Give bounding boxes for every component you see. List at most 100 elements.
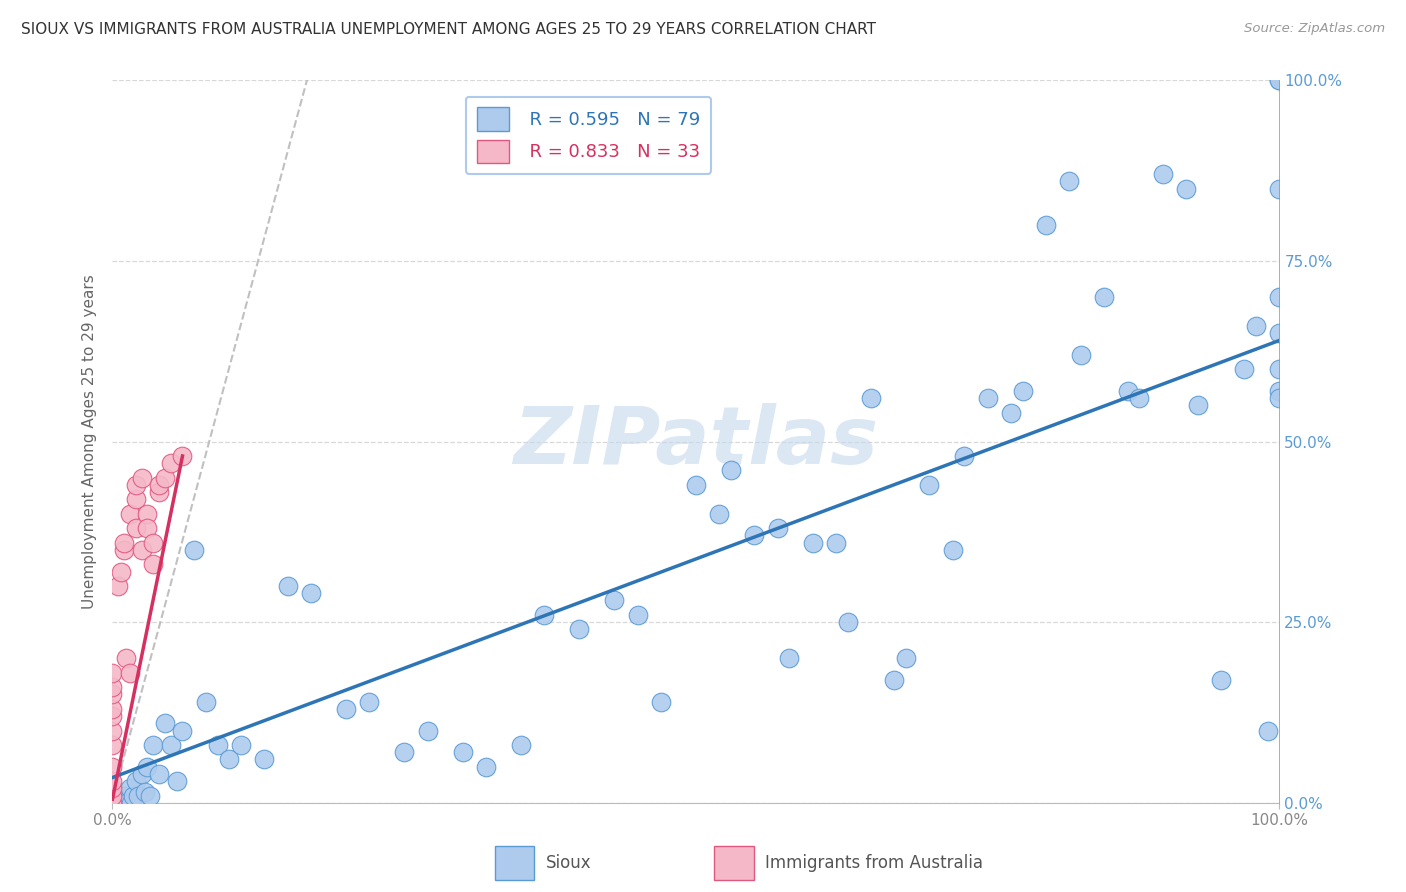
Point	[1268, 384, 1291, 398]
Point	[1000, 406, 1022, 420]
Point	[1128, 391, 1150, 405]
Point	[299, 586, 322, 600]
Text: SIOUX VS IMMIGRANTS FROM AUSTRALIA UNEMPLOYMENT AMONG AGES 25 TO 29 YEARS CORREL: SIOUX VS IMMIGRANTS FROM AUSTRALIA UNEMP…	[21, 22, 876, 37]
Point	[172, 449, 194, 463]
Point	[1244, 318, 1267, 333]
Point	[134, 785, 156, 799]
Point	[115, 796, 138, 810]
Y-axis label: Unemployment Among Ages 25 to 29 years: Unemployment Among Ages 25 to 29 years	[82, 274, 97, 609]
Point	[1070, 348, 1092, 362]
Point	[118, 781, 141, 796]
Point	[1268, 182, 1291, 196]
Point	[110, 565, 132, 579]
Point	[101, 738, 124, 752]
Point	[1268, 326, 1291, 341]
Point	[112, 535, 135, 549]
Point	[101, 796, 124, 810]
Point	[142, 558, 165, 572]
Point	[918, 478, 941, 492]
Point	[194, 695, 217, 709]
Point	[335, 702, 357, 716]
Point	[837, 615, 859, 630]
Bar	[495, 846, 534, 880]
Point	[112, 789, 135, 803]
Point	[122, 789, 145, 803]
Point	[160, 738, 183, 752]
Point	[229, 738, 252, 752]
Point	[509, 738, 531, 752]
Text: ZIPatlas: ZIPatlas	[513, 402, 879, 481]
Point	[1011, 384, 1033, 398]
Text: Immigrants from Australia: Immigrants from Australia	[765, 854, 983, 872]
Point	[1268, 391, 1291, 405]
Point	[1257, 723, 1279, 738]
Point	[778, 651, 800, 665]
Point	[603, 593, 626, 607]
Point	[276, 579, 298, 593]
Point	[120, 796, 142, 810]
Point	[110, 796, 132, 810]
Point	[1268, 73, 1291, 87]
Point	[894, 651, 917, 665]
Point	[101, 665, 124, 680]
Point	[131, 767, 153, 781]
Point	[112, 542, 135, 557]
Point	[148, 767, 170, 781]
Bar	[714, 846, 754, 880]
Point	[475, 760, 498, 774]
Point	[1059, 174, 1081, 188]
Point	[107, 792, 129, 806]
Point	[533, 607, 555, 622]
Point	[744, 528, 766, 542]
Point	[115, 651, 138, 665]
Point	[218, 752, 240, 766]
Point	[101, 687, 124, 701]
Point	[1187, 398, 1209, 412]
Point	[131, 542, 153, 557]
Point	[1094, 290, 1116, 304]
Point	[1175, 182, 1198, 196]
Point	[207, 738, 229, 752]
Point	[1152, 167, 1174, 181]
Point	[148, 478, 170, 492]
Point	[253, 752, 276, 766]
Point	[101, 723, 124, 738]
Point	[118, 507, 141, 521]
Point	[1035, 218, 1057, 232]
Point	[101, 774, 124, 789]
Point	[1233, 362, 1256, 376]
Point	[131, 471, 153, 485]
Point	[359, 695, 381, 709]
Point	[101, 760, 124, 774]
Point	[101, 796, 124, 810]
Point	[148, 485, 170, 500]
Point	[172, 723, 194, 738]
Point	[1268, 290, 1291, 304]
Point	[801, 535, 824, 549]
Point	[118, 665, 141, 680]
Point	[394, 745, 416, 759]
Point	[101, 709, 124, 723]
Point	[650, 695, 672, 709]
Point	[709, 507, 731, 521]
Point	[942, 542, 965, 557]
Point	[101, 781, 124, 796]
Point	[101, 680, 124, 694]
Point	[107, 579, 129, 593]
Point	[153, 716, 176, 731]
Point	[1268, 362, 1291, 376]
Text: Sioux: Sioux	[546, 854, 591, 872]
Text: Source: ZipAtlas.com: Source: ZipAtlas.com	[1244, 22, 1385, 36]
Point	[160, 456, 183, 470]
Point	[1116, 384, 1139, 398]
Point	[860, 391, 883, 405]
Point	[125, 774, 148, 789]
Point	[125, 492, 148, 507]
Point	[720, 463, 742, 477]
Point	[136, 507, 159, 521]
Point	[1211, 673, 1233, 687]
Point	[416, 723, 439, 738]
Point	[568, 623, 591, 637]
Point	[101, 702, 124, 716]
Point	[627, 607, 650, 622]
